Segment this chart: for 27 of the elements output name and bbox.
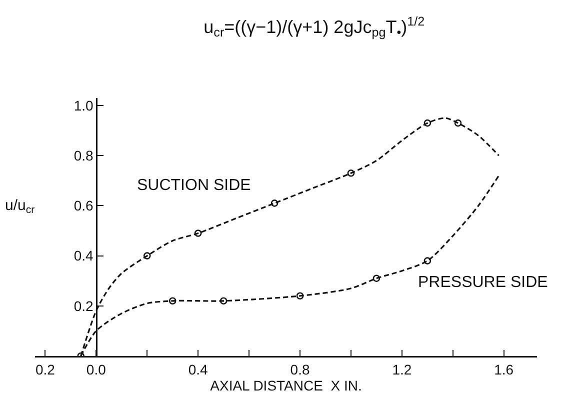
x-tick-label: 0.4	[188, 361, 208, 378]
point	[270, 200, 278, 207]
point	[168, 297, 176, 305]
y-tick-label: 0.2	[74, 298, 94, 314]
x-axis-title: AXIAL DISTANCE X IN.	[210, 377, 362, 394]
point	[424, 119, 432, 127]
annotation: PRESSURE SIDE	[418, 274, 548, 291]
point	[220, 297, 228, 305]
y-tick-label: 0.6	[74, 198, 94, 214]
x-tick-label: 0.2	[35, 361, 56, 378]
point	[424, 257, 432, 264]
y-tick-label: 1.0	[74, 97, 94, 114]
x-tick-label: 0.0	[86, 361, 106, 378]
chart-title: u$_{cr}$=((γ−1)/(γ+1) 2gJc$_{pg}$T$_{•}$)$^{1/2}$	[204, 14, 425, 40]
point	[296, 292, 304, 300]
point	[454, 119, 462, 127]
y-axis-title: u/u$_{cr}$	[5, 197, 36, 216]
point	[143, 252, 151, 260]
y-tick-label: 0.8	[74, 148, 94, 164]
x-tick-label: 1.6	[494, 361, 514, 378]
point	[372, 274, 380, 282]
x-tick-label: 0.8	[290, 361, 310, 378]
annotation: SUCTION SIDE	[137, 177, 251, 194]
x-tick-label: 1.2	[392, 361, 412, 378]
y-tick-label: 0.4	[74, 248, 94, 264]
point	[194, 230, 202, 237]
point	[347, 170, 355, 177]
